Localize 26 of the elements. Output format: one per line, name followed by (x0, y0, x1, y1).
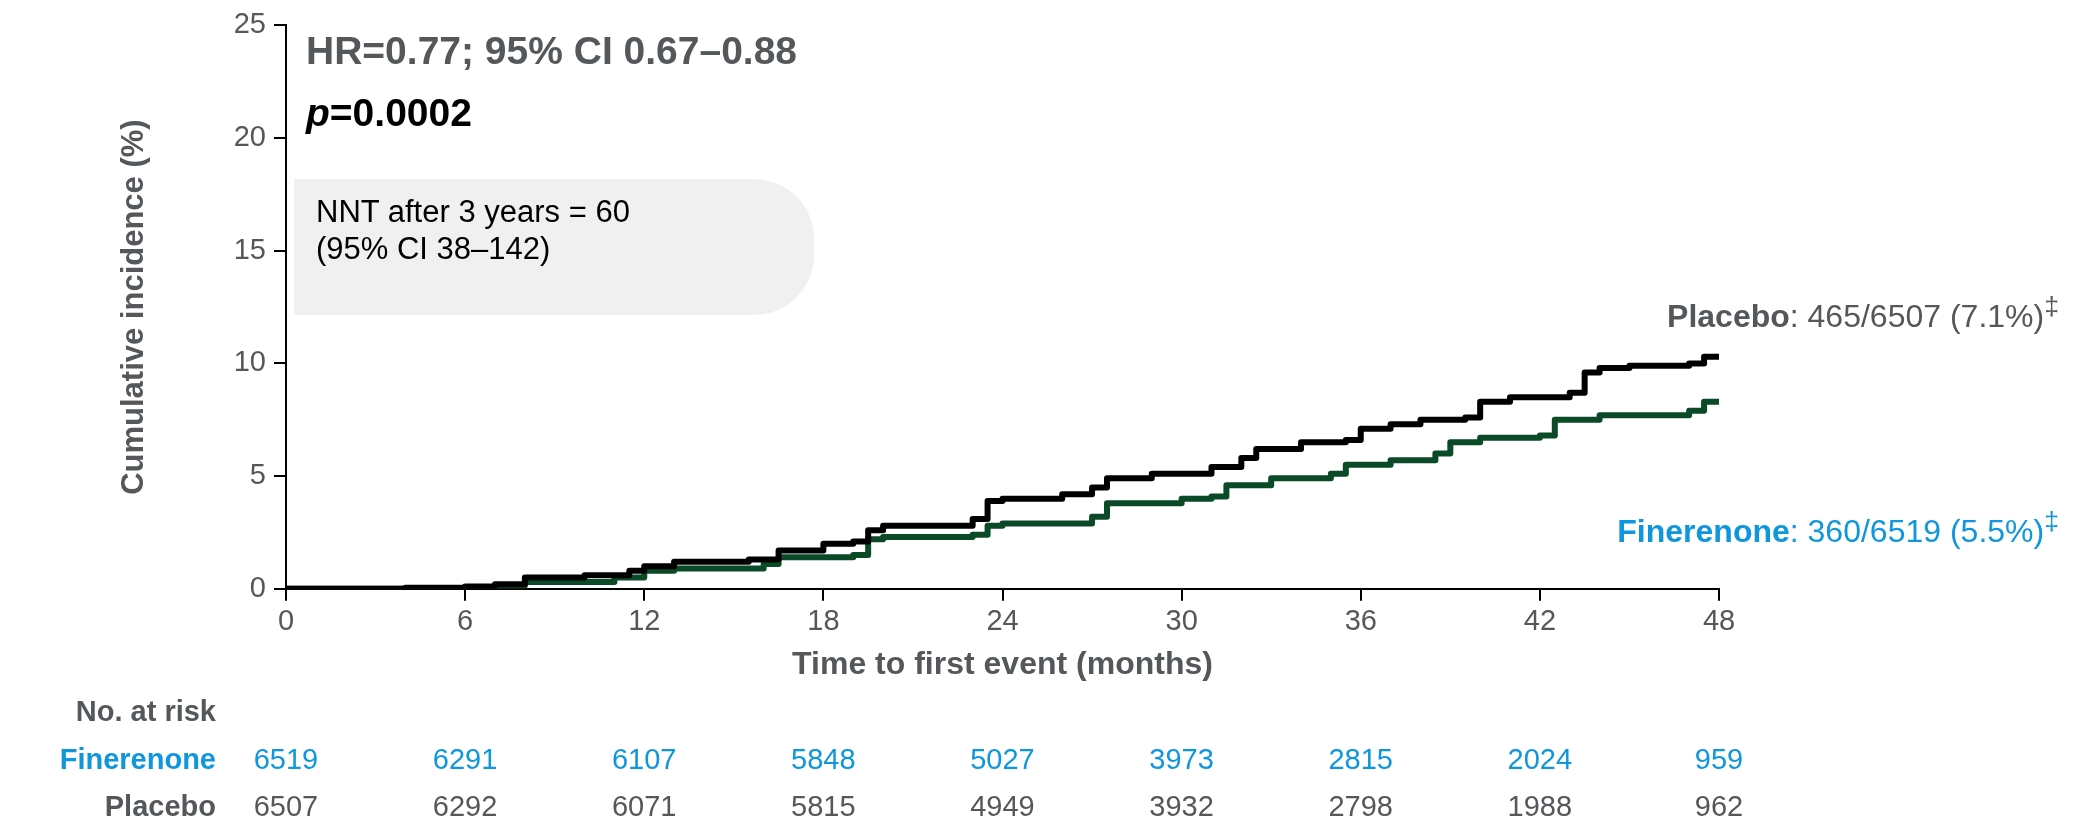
text: Finerenone (1617, 512, 1790, 549)
x-tick-label: 24 (986, 604, 1019, 637)
x-tick-label: 6 (457, 604, 474, 637)
series-label: Placebo (1667, 297, 1790, 334)
y-tick-label: 5 (249, 458, 266, 491)
x-tick-label: 30 (1165, 604, 1198, 637)
y-tick-label: 0 (249, 570, 266, 603)
text: No. at risk (75, 695, 216, 727)
x-tick-label: 18 (807, 604, 840, 637)
x-tick-label: 12 (628, 604, 661, 637)
text: Placebo (104, 790, 216, 822)
text: 6519 6291 6107 5848 5027 3973 2815 2024 959 (253, 743, 1744, 775)
y-tick-label: 25 (233, 7, 266, 40)
y-tick-label: 10 (233, 345, 266, 378)
x-tick-label: 48 (1702, 604, 1736, 637)
x-tick-label: 42 (1523, 604, 1557, 637)
y-tick-label: 20 (233, 120, 266, 153)
x-tick-label: 36 (1344, 604, 1377, 637)
annotation: HR=0.77; 95% CI 0.67–0.88 (306, 28, 798, 74)
text: Finerenone (59, 743, 216, 775)
y-tick-label: 15 (233, 232, 266, 265)
y-axis-title: Cumulative incidence (%) (115, 119, 151, 495)
text: 6507 6292 6071 5815 4949 3932 2798 1988 962 (253, 790, 1744, 822)
x-axis-title: Time to first event (months) (792, 644, 1213, 681)
x-tick-label: 0 (277, 604, 295, 637)
annotation: p=0.0002 (306, 90, 472, 136)
